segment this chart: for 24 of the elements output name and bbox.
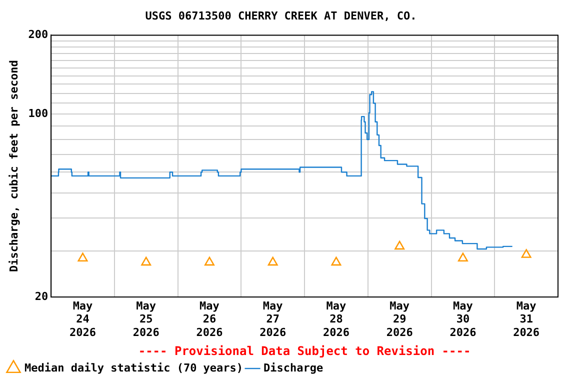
- x-tick-label: May 28 2026: [322, 299, 350, 339]
- y-tick-label: 20: [34, 290, 48, 303]
- x-tick-label: May 25 2026: [132, 299, 160, 339]
- chart-title: USGS 06713500 CHERRY CREEK AT DENVER, CO.: [145, 9, 417, 22]
- x-tick-label: May 27 2026: [260, 299, 286, 339]
- x-tick-label: May 29 2026: [386, 299, 414, 339]
- point: [521, 249, 532, 258]
- point: [458, 252, 468, 262]
- point: [141, 256, 152, 266]
- point: [268, 256, 278, 266]
- x-tick-label: May 26 2026: [196, 299, 224, 339]
- point: [204, 256, 214, 266]
- x-tick-label: May 30 2026: [450, 299, 477, 339]
- point: [331, 256, 342, 266]
- x-tick-label: May 31 2026: [513, 299, 540, 339]
- point: [78, 252, 88, 262]
- point: [394, 240, 405, 250]
- y-tick-label: 200: [28, 28, 48, 42]
- x-tick-label: May 24 2026: [70, 299, 96, 339]
- legend-label: Median daily statistic (70 years): [24, 361, 244, 374]
- text: ---- Provisional Data Subject to Revision ----: [138, 344, 471, 358]
- y-axis-title: Discharge, cubic feet per second: [7, 60, 20, 272]
- y-tick-label: 100: [28, 106, 48, 120]
- legend-label: Discharge: [264, 361, 324, 374]
